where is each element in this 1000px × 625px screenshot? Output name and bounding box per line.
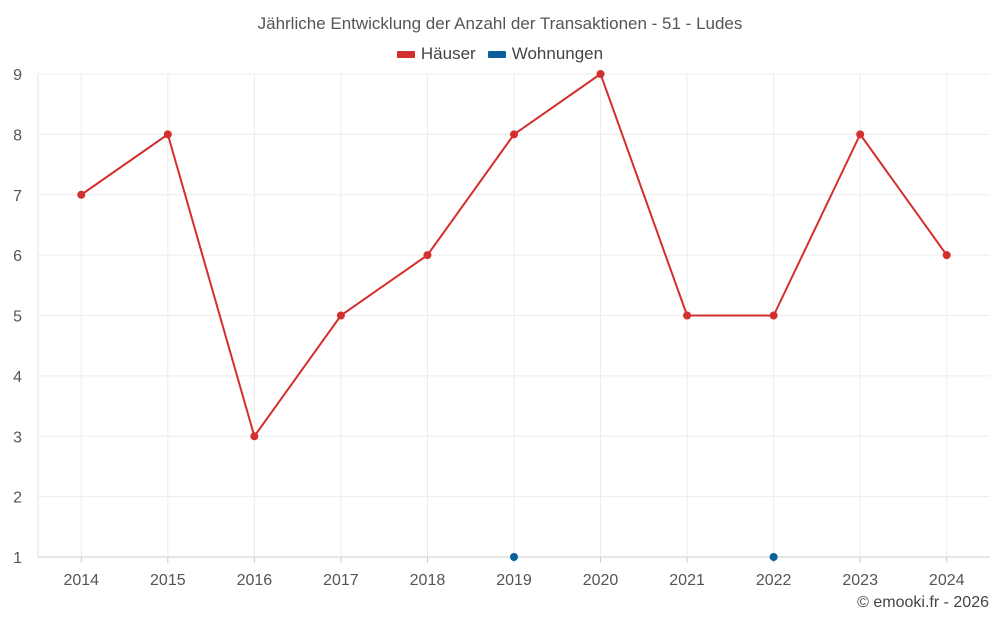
x-tick-label: 2015: [150, 572, 186, 589]
chart-title: Jährliche Entwicklung der Anzahl der Tra…: [257, 14, 743, 33]
x-tick-label: 2016: [237, 572, 273, 589]
data-point-haeuser: [163, 130, 172, 139]
y-tick-label: 7: [13, 188, 22, 205]
x-tick-label: 2024: [929, 572, 965, 589]
y-tick-label: 5: [13, 309, 22, 326]
data-point-haeuser: [769, 311, 778, 320]
x-tick-label: 2022: [756, 572, 792, 589]
legend-item-haeuser[interactable]: Häuser: [396, 44, 476, 64]
data-point-wohnungen: [510, 553, 518, 561]
y-tick-label: 6: [13, 248, 22, 265]
x-tick-label: 2017: [323, 572, 359, 589]
y-tick-label: 9: [13, 67, 22, 84]
legend-label-wohnungen: Wohnungen: [511, 44, 604, 63]
y-tick-label: 8: [13, 127, 22, 144]
legend-item-wohnungen[interactable]: Wohnungen: [487, 44, 604, 64]
legend-swatch-haeuser: [396, 50, 415, 58]
data-point-haeuser: [596, 70, 605, 78]
y-tick-label: 1: [13, 550, 22, 567]
data-point-haeuser: [856, 130, 865, 139]
y-tick-label: 4: [13, 369, 22, 386]
data-point-wohnungen: [769, 553, 778, 561]
data-point-haeuser: [942, 251, 951, 260]
x-tick-label: 2018: [410, 572, 446, 589]
x-tick-label: 2023: [842, 572, 878, 589]
y-tick-label: 3: [13, 429, 22, 446]
legend-swatch-wohnungen: [487, 50, 506, 58]
data-point-haeuser: [510, 130, 518, 139]
y-tick-label: 2: [13, 490, 22, 507]
data-point-haeuser: [250, 432, 259, 441]
x-tick-label: 2014: [63, 572, 99, 589]
legend-label-haeuser: Häuser: [420, 44, 476, 63]
data-point-haeuser: [77, 190, 86, 199]
x-tick-label: 2021: [669, 572, 705, 589]
x-tick-label: 2019: [496, 572, 532, 589]
data-point-haeuser: [423, 251, 432, 260]
data-point-haeuser: [336, 311, 345, 320]
x-tick-label: 2020: [583, 572, 619, 589]
data-point-haeuser: [683, 311, 692, 320]
copyright-credit: © emooki.fr - 2026: [857, 594, 989, 611]
legend: Häuser Wohnungen: [0, 44, 1000, 64]
